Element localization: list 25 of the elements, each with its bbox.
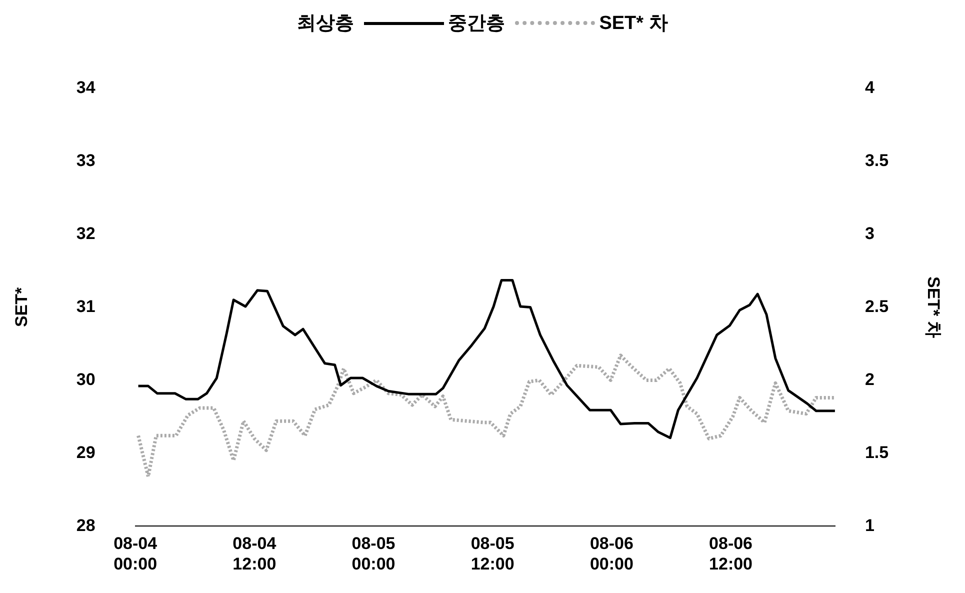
x-tick-label: 08-06 12:00 bbox=[709, 534, 753, 574]
y2-tick-label: 3 bbox=[864, 224, 874, 243]
legend-label: 중간층 bbox=[448, 12, 506, 36]
x-tick-label: 08-06 00:00 bbox=[590, 534, 634, 574]
x-tick-label: 08-04 00:00 bbox=[114, 534, 158, 574]
legend-label: SET* 차 bbox=[599, 12, 668, 36]
y-tick-label: 30 bbox=[76, 370, 96, 389]
y2-axis-title: SET* 차 bbox=[924, 276, 944, 338]
y-tick-label: 32 bbox=[76, 224, 96, 243]
x-tick-label: 08-05 12:00 bbox=[470, 534, 514, 574]
y-tick-label: 28 bbox=[76, 516, 96, 535]
y2-tick-label: 1 bbox=[864, 516, 874, 535]
y-tick-label: 29 bbox=[76, 442, 96, 462]
y-tick-label: 31 bbox=[76, 296, 96, 316]
y-tick-label: 34 bbox=[76, 78, 96, 97]
x-tick-label: 08-04 12:00 bbox=[232, 534, 277, 574]
y2-tick-label: 2 bbox=[864, 370, 874, 389]
y2-tick-label: 3.5 bbox=[864, 150, 889, 170]
y2-tick-label: 2.5 bbox=[864, 296, 889, 316]
x-tick-label: 08-05 00:00 bbox=[352, 534, 396, 574]
y-axis-title: SET* bbox=[12, 286, 31, 328]
legend-title: 최상층 bbox=[297, 12, 354, 36]
y2-tick-label: 1.5 bbox=[864, 442, 889, 462]
y-tick-label: 33 bbox=[76, 150, 96, 170]
y2-tick-label: 4 bbox=[864, 78, 875, 97]
